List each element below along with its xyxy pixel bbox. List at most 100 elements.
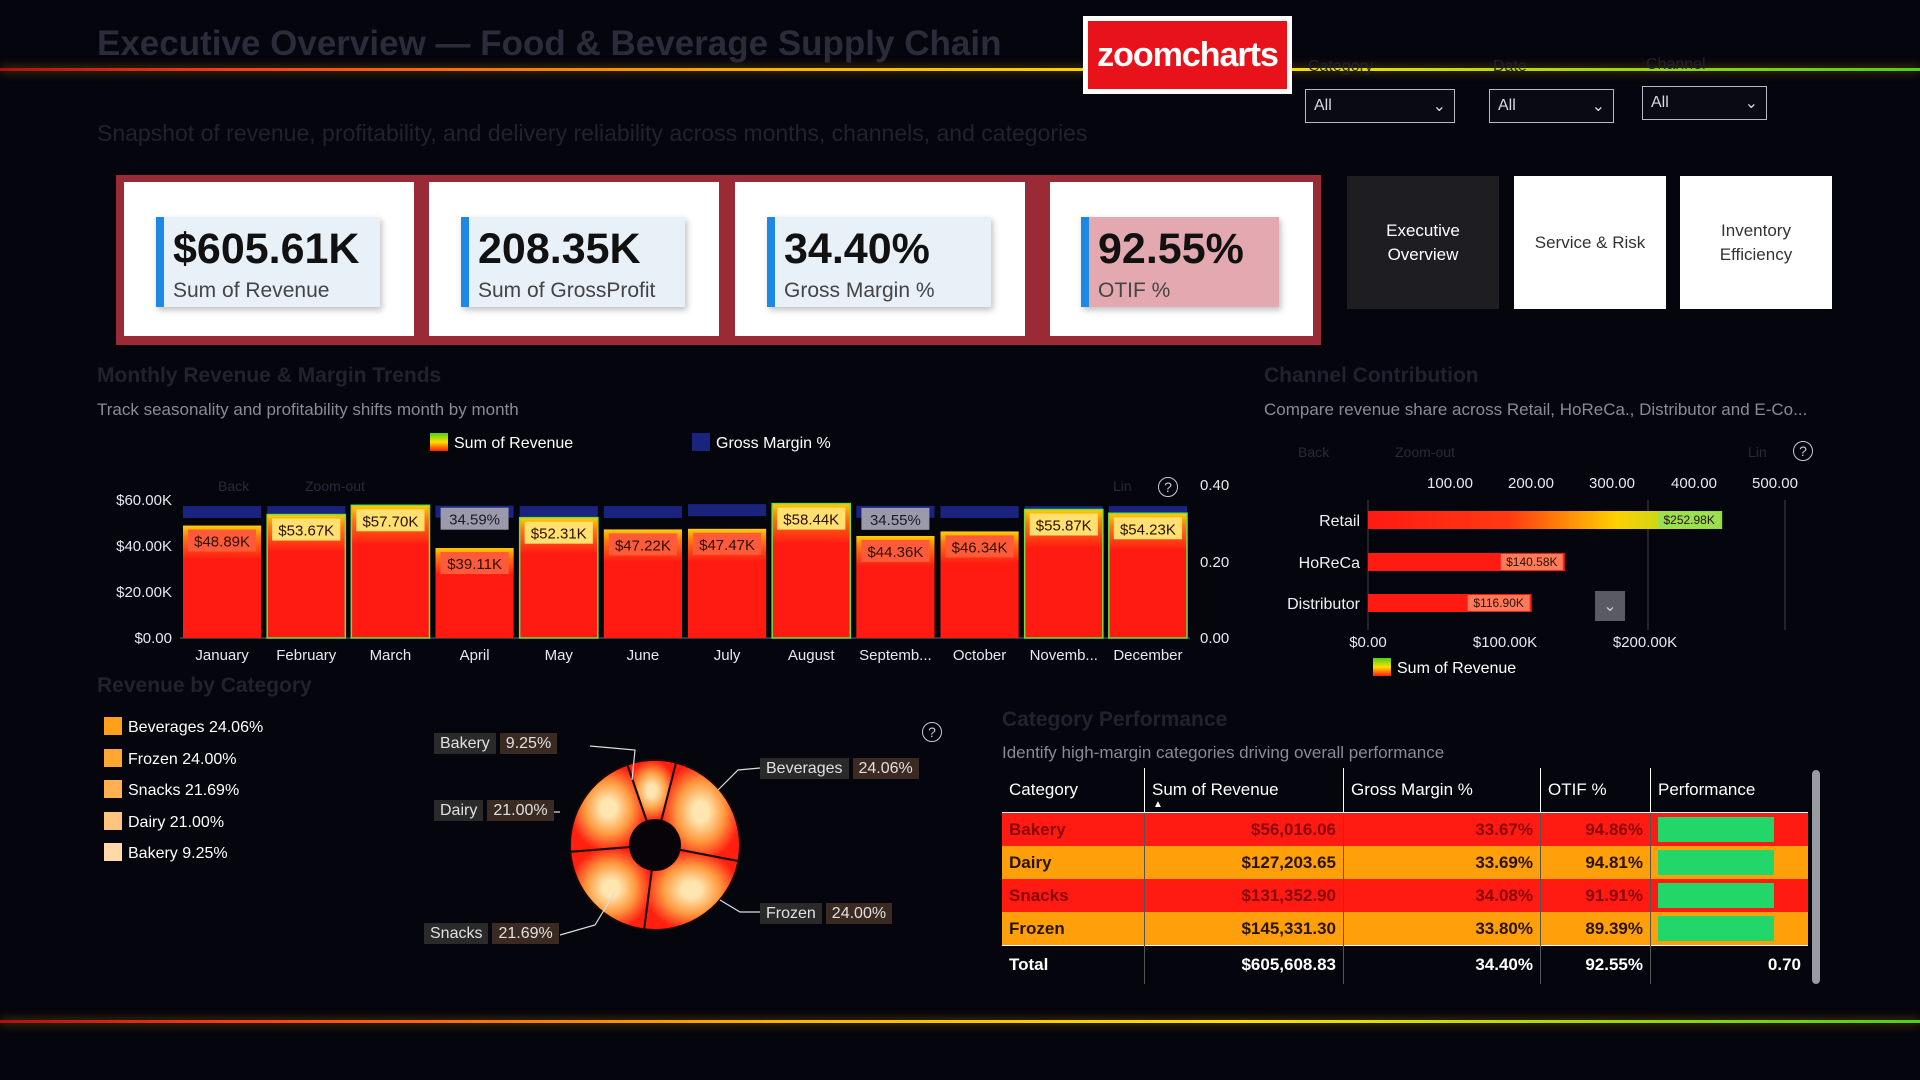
help-icon[interactable]: ?	[1158, 477, 1178, 497]
x-tick-label: December	[1113, 647, 1182, 664]
x-axis-tick: $200.00K	[1613, 634, 1677, 651]
table-cell-revenue: $145,331.30	[1144, 912, 1344, 946]
channel-filter-select[interactable]: All ⌄	[1642, 86, 1767, 120]
legend-swatch	[692, 433, 710, 451]
nav-inventory-efficiency-button[interactable]: Inventory Efficiency	[1680, 176, 1832, 309]
monthly-section-subtitle: Track seasonality and profitability shif…	[97, 400, 519, 419]
x-tick-label: February	[276, 647, 337, 664]
data-label-bg	[861, 539, 930, 562]
category-donut-chart	[569, 759, 741, 931]
date-filter-select[interactable]: All ⌄	[1489, 89, 1614, 123]
x-tick-label: January	[195, 647, 249, 664]
table-cell-revenue: $127,203.65	[1144, 846, 1344, 879]
margin-bar[interactable]	[519, 506, 598, 519]
table-scrollbar[interactable]	[1812, 770, 1820, 984]
channel-category-label: HoReCa	[1299, 555, 1360, 572]
category-section-title: Revenue by Category	[97, 674, 312, 697]
kpi-value: 208.35K	[478, 225, 641, 273]
kpi-value: 92.55%	[1098, 225, 1244, 273]
margin-bar[interactable]	[183, 506, 262, 519]
category-filter-select[interactable]: All ⌄	[1305, 89, 1455, 123]
legend-swatch	[104, 748, 122, 767]
margin-bar[interactable]	[940, 506, 1019, 519]
nav-executive-overview-button[interactable]: Executive Overview	[1347, 176, 1499, 309]
kpi-card-grossprofit: 208.35K Sum of GrossProfit	[429, 182, 719, 336]
pie-label-bakery: Bakery 9.25%	[434, 733, 558, 754]
performance-bar	[1658, 817, 1774, 842]
col-category-header[interactable]: Category	[1002, 768, 1145, 813]
total-cell-label: Total	[1002, 945, 1145, 984]
y-tick-label: $20.00K	[116, 584, 172, 601]
margin-bar[interactable]	[1108, 506, 1187, 519]
x-tick-label: August	[788, 647, 836, 664]
channel-section-title: Channel Contribution	[1264, 364, 1479, 387]
col-otif-header[interactable]: OTIF %	[1540, 768, 1651, 813]
revenue-data-label: $55.87K	[1036, 517, 1092, 534]
margin-bar[interactable]	[688, 504, 767, 517]
kpi-band: $605.61K Sum of Revenue 208.35K Sum of G…	[116, 175, 1321, 345]
table-cell-revenue: $131,352.90	[1144, 879, 1344, 912]
kpi-card-revenue: $605.61K Sum of Revenue	[124, 182, 414, 336]
table-cell-otif: 89.39%	[1540, 912, 1651, 946]
top-axis-tick: 400.00	[1671, 475, 1717, 492]
col-performance-header[interactable]: Performance	[1650, 768, 1808, 813]
col-revenue-header[interactable]: Sum of Revenue ▲	[1144, 768, 1344, 813]
margin-label-bg	[440, 507, 509, 530]
kpi-card-gross-margin: 34.40% Gross Margin %	[735, 182, 1025, 336]
revenue-data-label: $47.22K	[615, 537, 671, 554]
pie-label-snacks: Snacks 21.69%	[424, 923, 559, 944]
total-cell-otif: 92.55%	[1540, 945, 1651, 984]
y2-tick-label: 0.00	[1200, 630, 1229, 647]
channel-lin-toggle[interactable]: Lin	[1748, 444, 1767, 460]
performance-bar	[1658, 916, 1774, 941]
category-legend-item[interactable]: Bakery 9.25%	[104, 838, 263, 870]
y2-tick-label: 0.20	[1200, 554, 1229, 571]
data-label-bg	[272, 518, 341, 541]
x-axis-tick: $0.00	[1349, 634, 1387, 651]
margin-bar[interactable]	[267, 506, 346, 519]
table-row[interactable]: Bakery $56,016.06 33.67% 94.86%	[1002, 812, 1808, 846]
revenue-data-label: $58.44K	[783, 512, 839, 529]
table-cell-margin: 33.80%	[1343, 912, 1541, 946]
channel-back-button[interactable]: Back	[1298, 444, 1330, 460]
category-legend-item[interactable]: Beverages 24.06%	[104, 712, 263, 744]
bottom-glow-line	[0, 1020, 1920, 1023]
data-label-bg	[777, 507, 846, 530]
revenue-data-label: $54.23K	[1120, 521, 1176, 538]
table-row[interactable]: Snacks $131,352.90 34.08% 91.91%	[1002, 879, 1808, 912]
zoom-out-button[interactable]: Zoom-out	[305, 478, 365, 494]
channel-zoom-out-button[interactable]: Zoom-out	[1395, 444, 1455, 460]
col-margin-header[interactable]: Gross Margin %	[1343, 768, 1541, 813]
channel-label-bg	[1658, 512, 1721, 528]
chevron-down-icon: ⌄	[1432, 98, 1446, 115]
revenue-data-label: $52.31K	[531, 526, 587, 543]
category-help-icon[interactable]: ?	[922, 722, 942, 742]
data-label-bg	[608, 533, 678, 556]
revenue-data-label: $39.11K	[447, 556, 502, 573]
margin-data-label: 34.55%	[870, 512, 921, 529]
x-tick-label: July	[714, 647, 741, 664]
nav-service-risk-button[interactable]: Service & Risk	[1514, 176, 1666, 309]
y-tick-label: $60.00K	[116, 492, 172, 509]
x-tick-label: May	[545, 647, 574, 664]
pie-label-dairy: Dairy 21.00%	[434, 800, 554, 821]
total-cell-perf: 0.70	[1650, 945, 1808, 984]
x-tick-label: June	[627, 647, 660, 664]
lin-toggle[interactable]: Lin	[1113, 478, 1132, 494]
table-cell-category: Dairy	[1002, 846, 1145, 879]
category-legend-item[interactable]: Dairy 21.00%	[104, 807, 263, 839]
channel-bar[interactable]	[1368, 511, 1723, 529]
kpi-label: OTIF %	[1098, 279, 1171, 302]
category-legend-item[interactable]: Snacks 21.69%	[104, 775, 263, 807]
monthly-section-title: Monthly Revenue & Margin Trends	[97, 364, 442, 387]
category-legend-item[interactable]: Frozen 24.00%	[104, 744, 263, 776]
kpi-label: Gross Margin %	[784, 279, 935, 302]
margin-bar[interactable]	[603, 506, 682, 519]
data-label-bg	[524, 521, 593, 544]
zoomcharts-logo: zoomcharts	[1083, 16, 1292, 94]
channel-help-icon[interactable]: ?	[1793, 441, 1813, 461]
chevron-down-icon[interactable]: ⌄	[1595, 591, 1625, 621]
back-button[interactable]: Back	[218, 478, 250, 494]
table-row[interactable]: Dairy $127,203.65 33.69% 94.81%	[1002, 846, 1808, 879]
table-row[interactable]: Frozen $145,331.30 33.80% 89.39%	[1002, 912, 1808, 946]
